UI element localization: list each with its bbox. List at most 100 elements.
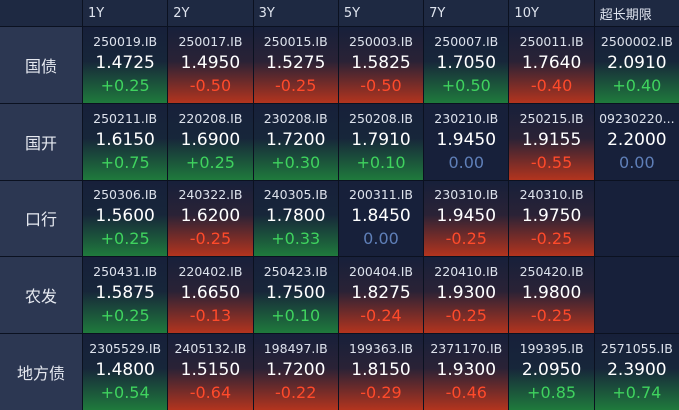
bond-code: 198497.IB (263, 341, 328, 357)
bond-code: 2371170.IB (430, 341, 503, 357)
yield: 1.5275 (265, 52, 326, 73)
quote-cell: 200311.IB 1.8450 0.00 (338, 180, 424, 257)
yield: 1.8150 (351, 360, 411, 381)
quote-cell: 230208.IB 1.7200 +0.30 (253, 103, 338, 180)
quote-cell: 230310.IB 1.9450 -0.25 (424, 180, 509, 257)
yield: 2.0950 (521, 360, 582, 381)
yield: 1.9450 (436, 206, 497, 227)
yield: 2.2000 (607, 129, 667, 150)
bond-code: 2500002.IB (600, 33, 673, 49)
bond-code: 230310.IB (434, 187, 499, 203)
bond-code: 230210.IB (434, 110, 499, 126)
change: -0.22 (275, 383, 317, 403)
quote-cell: 250007.IB 1.7050 +0.50 (424, 27, 509, 103)
yield: 1.7200 (265, 129, 326, 150)
change: +0.75 (100, 152, 150, 172)
yield: 1.6200 (180, 206, 241, 227)
bond-code: 2305529.IB (89, 341, 162, 357)
column-header: 5Y (338, 0, 424, 26)
yield: 1.9800 (521, 283, 582, 304)
change: +0.10 (356, 152, 406, 172)
yield: 1.5600 (95, 206, 155, 227)
change: -0.50 (189, 75, 232, 95)
yield: 1.4800 (95, 360, 155, 381)
bond-code: 2405132.IB (174, 341, 247, 357)
yield: 1.9450 (436, 129, 497, 150)
quote-cell: 250011.IB 1.7640 -0.40 (509, 27, 594, 103)
quote-cell: 250208.IB 1.7910 +0.10 (338, 103, 424, 180)
yield: 1.9750 (521, 206, 582, 227)
row-label: 口行 (0, 180, 82, 257)
change: -0.55 (530, 152, 573, 172)
row-label: 国开 (0, 103, 82, 180)
quote-cell: 09230220... 2.2000 0.00 (594, 103, 679, 180)
bond-code: 250015.IB (263, 33, 328, 49)
yield: 1.8450 (351, 206, 411, 227)
quote-cell: 220402.IB 1.6650 -0.13 (168, 257, 253, 334)
change: +0.33 (271, 229, 321, 249)
quote-cell: 250015.IB 1.5275 -0.25 (253, 27, 338, 103)
quote-cell: 198497.IB 1.7200 -0.22 (253, 334, 338, 410)
change: -0.40 (530, 75, 573, 95)
bond-code: 250208.IB (349, 110, 413, 126)
quote-cell: 240305.IB 1.7800 +0.33 (253, 180, 338, 257)
bond-code: 200311.IB (349, 187, 413, 203)
column-header: 7Y (424, 0, 509, 26)
quote-cell: 250017.IB 1.4950 -0.50 (168, 27, 253, 103)
change: -0.50 (360, 75, 402, 95)
bond-code: 220410.IB (434, 264, 499, 280)
yield: 1.7640 (521, 52, 582, 73)
yield: 1.7200 (265, 360, 326, 381)
bond-code: 220402.IB (178, 264, 243, 280)
yield: 2.3900 (607, 360, 667, 381)
yield: 1.8275 (351, 283, 411, 304)
change: +0.85 (527, 383, 577, 403)
quote-cell: 200404.IB 1.8275 -0.24 (338, 257, 424, 334)
bond-code: 250211.IB (93, 110, 158, 126)
change: -0.25 (530, 229, 573, 249)
change: 0.00 (448, 152, 485, 172)
row-label: 农发 (0, 257, 82, 334)
quote-cell: 250431.IB 1.5875 +0.25 (83, 257, 168, 334)
yield: 1.7910 (351, 129, 411, 150)
empty-cell (594, 180, 679, 257)
bond-code: 09230220... (599, 110, 675, 126)
change: -0.46 (445, 383, 487, 403)
bond-code: 240305.IB (263, 187, 328, 203)
bond-code: 199395.IB (519, 341, 584, 357)
yield: 1.7800 (265, 206, 326, 227)
change: 0.00 (619, 152, 655, 172)
column-header: 1Y (83, 0, 168, 26)
quote-cell: 250306.IB 1.5600 +0.25 (83, 180, 168, 257)
quote-cell: 250423.IB 1.7500 +0.10 (253, 257, 338, 334)
yield: 1.6150 (95, 129, 155, 150)
quote-cell: 220208.IB 1.6900 +0.25 (168, 103, 253, 180)
change: +0.10 (271, 306, 321, 326)
change: +0.50 (441, 75, 491, 95)
bond-code: 250007.IB (434, 33, 499, 49)
change: -0.25 (445, 306, 487, 326)
quote-cell: 199363.IB 1.8150 -0.29 (338, 334, 424, 410)
bond-code: 2571055.IB (600, 341, 673, 357)
yield: 1.5875 (95, 283, 155, 304)
bond-code: 250019.IB (93, 33, 158, 49)
quote-cell: 2371170.IB 1.9300 -0.46 (424, 334, 509, 410)
quote-cell: 250003.IB 1.5825 -0.50 (338, 27, 424, 103)
bond-code: 230208.IB (263, 110, 328, 126)
quote-cell: 250420.IB 1.9800 -0.25 (509, 257, 594, 334)
yield: 1.9155 (521, 129, 582, 150)
quote-cell: 240322.IB 1.6200 -0.25 (168, 180, 253, 257)
yield: 1.4725 (95, 52, 155, 73)
change: +0.74 (612, 383, 662, 403)
yield: 1.9300 (436, 360, 497, 381)
bond-code: 250017.IB (178, 33, 243, 49)
quote-cell: 2405132.IB 1.5150 -0.64 (168, 334, 253, 410)
yield: 1.5825 (351, 52, 411, 73)
quote-cell: 2305529.IB 1.4800 +0.54 (83, 334, 168, 410)
quote-cell: 250215.IB 1.9155 -0.55 (509, 103, 594, 180)
bond-code: 240322.IB (178, 187, 243, 203)
yield: 1.7500 (265, 283, 326, 304)
bond-code: 250420.IB (519, 264, 584, 280)
change: +0.30 (271, 152, 321, 172)
